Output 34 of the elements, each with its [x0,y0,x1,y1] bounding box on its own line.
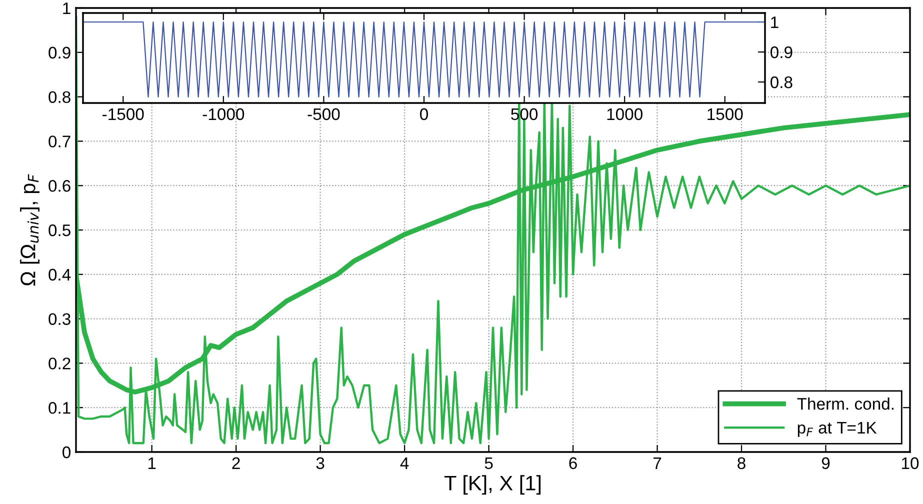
x-tick-label: -1000 [202,108,244,120]
y-tick-label: 0.1 [48,402,70,414]
x-tick-label: 6 [569,457,577,470]
x-tick-label: 10 [902,457,919,470]
legend-label: Therm. cond. [797,398,894,410]
x-tick-label: 1 [148,457,156,469]
x-tick-label: -500 [308,108,340,120]
y-tick-label: 0.9 [48,46,70,59]
x-axis-title: T [K], X [1] [444,475,541,495]
x-tick-label: 0 [420,108,428,120]
y-tick-label: 0.3 [48,313,70,326]
y2-tick-label: 0.9 [770,46,792,58]
y-axis-title: Ω [Ω$_{univ}$], p$_{F}$ [20,174,40,286]
x-tick-label: 3 [316,457,324,470]
y2-tick-label: 0.8 [770,76,792,88]
y2-tick-label: 1 [771,16,778,28]
y-tick-label: 1 [63,2,70,14]
legend-label: p$_{F}$ at T=1K [798,422,877,437]
y-tick-label: 0.6 [48,180,70,192]
y-tick-label: 0.7 [48,136,70,148]
y-tick-label: 0.4 [48,268,71,281]
x-tick-label: 5 [484,457,493,470]
y-tick-label: 0.5 [48,224,70,236]
x-tick-label: 1500 [708,108,743,120]
x-tick-label: -1500 [102,108,144,120]
y-tick-label: 0 [62,446,70,458]
x-tick-label: 8 [738,457,746,470]
y-tick-label: 0.2 [48,358,70,370]
y-tick-label: 0.8 [48,91,70,104]
x-tick-label: 1000 [607,108,642,120]
x-tick-label: 9 [822,457,830,470]
x-tick-label: 4 [400,457,409,469]
x-tick-label: 2 [232,457,240,469]
x-tick-label: 7 [653,457,662,469]
